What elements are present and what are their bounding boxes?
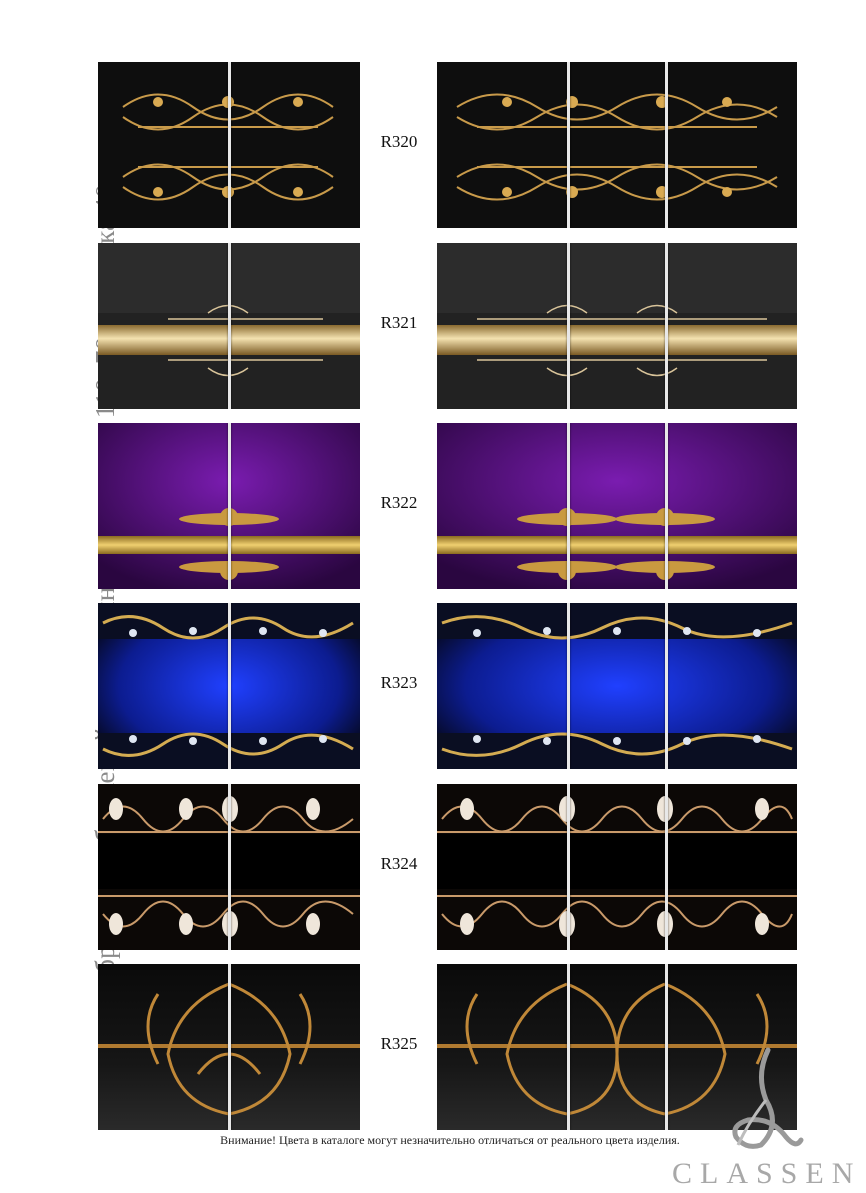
sample-preview-two-door [98,62,360,228]
sample-preview-three-door [437,603,797,769]
sample-row-r320: R320 [98,62,798,228]
sample-preview-two-door [98,243,360,409]
brand-logo-icon [726,1045,806,1155]
sample-row-r321: R321 [98,243,798,409]
brand-name: CLASSEN [672,1157,862,1190]
sample-preview-two-door [98,603,360,769]
sample-code: R322 [380,493,418,512]
sample-code: R321 [380,313,418,332]
sample-row-r323: R323 [98,603,798,769]
sample-code: R325 [380,1034,418,1053]
sample-preview-three-door [437,243,797,409]
sample-preview-three-door [437,964,797,1130]
sample-row-r324: R324 [98,784,798,950]
sample-code: R323 [380,673,418,692]
sample-row-r325: R325 [98,964,798,1130]
sample-preview-three-door [437,423,797,589]
sample-row-r322: R322 [98,423,798,589]
sample-preview-two-door [98,964,360,1130]
color-disclaimer: Внимание! Цвета в каталоге могут незначи… [220,1133,680,1147]
sample-preview-two-door [98,784,360,950]
sample-preview-two-door [98,423,360,589]
sample-code: R320 [380,132,418,151]
sample-code: R324 [380,854,418,873]
sample-preview-three-door [437,62,797,228]
sample-preview-three-door [437,784,797,950]
